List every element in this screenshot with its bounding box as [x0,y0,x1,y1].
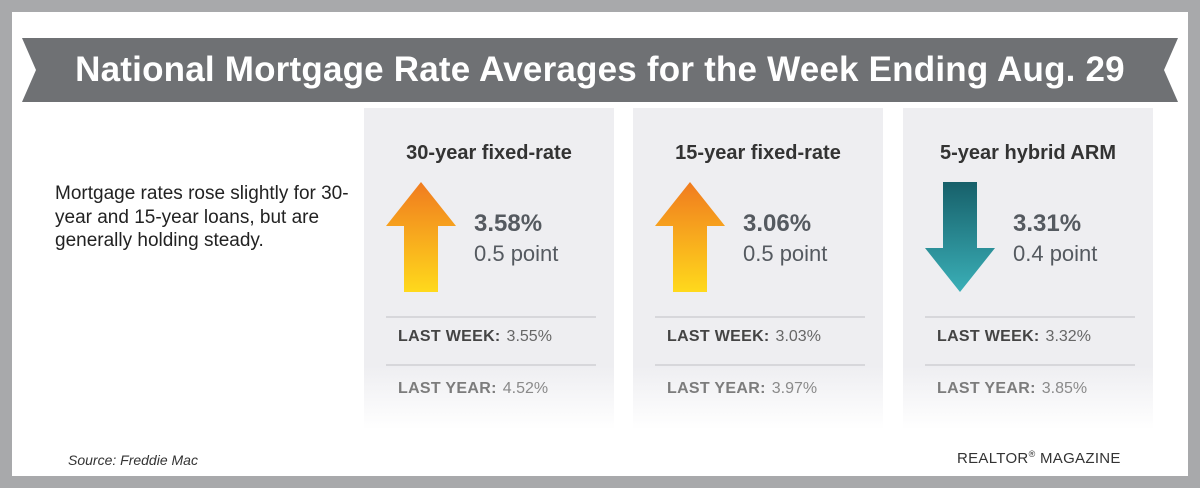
last-year-value: 3.97% [771,380,818,397]
last-week-value: 3.03% [775,328,821,345]
last-year-label: LAST YEAR: [667,380,766,397]
last-week-row: LAST WEEK: 3.03% [667,328,821,346]
card-title: 30-year fixed-rate [406,142,572,164]
arrow-up-icon [655,182,725,292]
current-rate: 3.06% [743,210,812,237]
title-banner: National Mortgage Rate Averages for the … [12,38,1188,102]
last-year-value: 4.52% [502,380,549,397]
rate-change: 0.5 point [474,241,559,266]
last-year-row: LAST YEAR: 3.97% [667,380,817,398]
divider [386,364,596,366]
rate-card-5-year-arm: 5-year hybrid ARM 3.31% 0.4 point LAST W… [903,108,1153,430]
last-week-value: 3.55% [506,328,552,345]
card-title: 5-year hybrid ARM [940,142,1116,164]
last-week-row: LAST WEEK: 3.55% [398,328,552,346]
brand-logo: REALTOR® MAGAZINE [957,449,1121,467]
current-rate: 3.31% [1013,210,1082,237]
divider [655,316,865,318]
rate-change: 0.5 point [743,241,828,266]
source-credit: Source: Freddie Mac [68,452,198,468]
brand-name: REALTOR [957,450,1029,467]
last-week-label: LAST WEEK: [937,328,1040,345]
rate-card-30-year: 30-year fixed-rate 3.58% 0.5 point LAST … [364,108,614,430]
intro-summary: Mortgage rates rose slightly for 30-year… [55,183,349,251]
divider [386,316,596,318]
arrow-down-icon [925,182,995,292]
divider [925,364,1135,366]
last-year-label: LAST YEAR: [937,380,1036,397]
card-title: 15-year fixed-rate [675,142,841,164]
rate-change: 0.4 point [1013,241,1098,266]
last-year-row: LAST YEAR: 3.85% [937,380,1087,398]
divider [925,316,1135,318]
arrow-up-icon [386,182,456,292]
last-week-row: LAST WEEK: 3.32% [937,328,1091,346]
divider [655,364,865,366]
last-year-label: LAST YEAR: [398,380,497,397]
rate-card-15-year: 15-year fixed-rate 3.06% 0.5 point LAST … [633,108,883,430]
last-week-label: LAST WEEK: [667,328,770,345]
brand-suffix: MAGAZINE [1035,450,1121,467]
registered-mark: ® [1028,449,1036,459]
last-week-value: 3.32% [1045,328,1091,345]
last-year-value: 3.85% [1041,380,1088,397]
last-week-label: LAST WEEK: [398,328,501,345]
page-title: National Mortgage Rate Averages for the … [75,50,1125,89]
current-rate: 3.58% [474,210,543,237]
banner-ribbon-shape [22,38,1178,102]
last-year-row: LAST YEAR: 4.52% [398,380,548,398]
